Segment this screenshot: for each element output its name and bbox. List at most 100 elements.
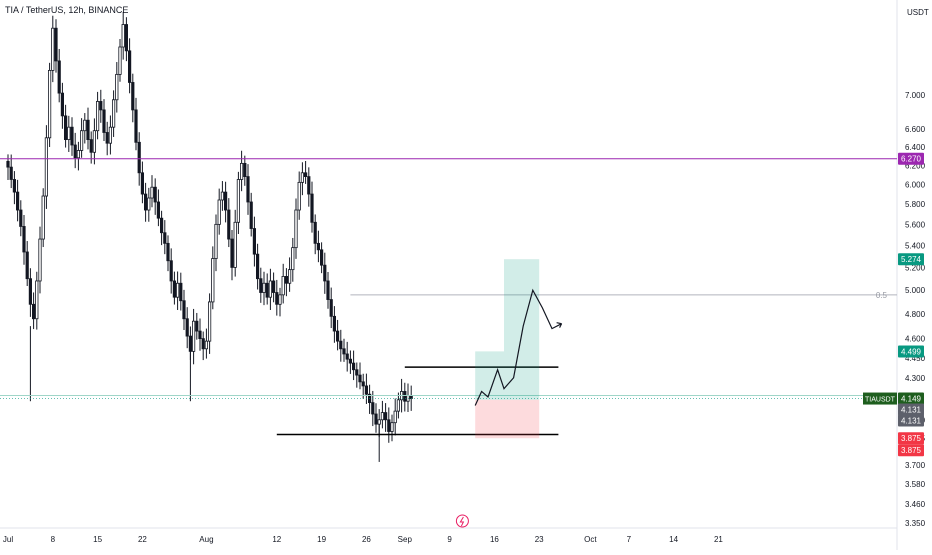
candle-up: [96, 101, 100, 132]
target-zone-2: [504, 259, 540, 400]
candle-down: [355, 369, 359, 376]
target-price-badge: [898, 253, 924, 266]
candle-up: [41, 195, 45, 240]
candle-up: [112, 99, 116, 128]
price-tick-label: 4.300: [905, 374, 926, 383]
candle-down: [156, 201, 160, 219]
candle-down: [172, 280, 176, 298]
candle-down: [319, 249, 324, 266]
candle-up: [191, 320, 196, 352]
stop-price-2-label: 3.875: [901, 446, 922, 455]
time-axis[interactable]: Jul 8 15 22 Aug 12 19 26 Sep 9 16 23 Oct 7 14 21: [3, 535, 724, 544]
candle-down: [143, 193, 148, 211]
stop-zone-1: [475, 399, 504, 439]
candle-up: [80, 130, 84, 151]
price-tick-label: 5.200: [905, 263, 926, 272]
candle-down: [153, 186, 157, 203]
candle-down: [303, 172, 308, 178]
candle-down: [223, 191, 228, 211]
candle-down: [86, 119, 90, 140]
candle-up: [175, 282, 180, 298]
fib-price-label: 4.499: [901, 348, 922, 357]
price-axis[interactable]: 7.000 6.600 6.400 6.200 6.000 5.800 5.600 5.400…: [898, 8, 929, 528]
candle-up: [287, 269, 292, 284]
lightning-icon: [459, 516, 465, 527]
fib-label: 0.5: [876, 291, 888, 300]
candle-down: [54, 27, 58, 62]
candle-down: [307, 176, 311, 195]
price-tick-label: 3.580: [905, 480, 926, 489]
candle-down: [99, 101, 103, 111]
candle-up: [233, 221, 237, 268]
candle-down: [227, 209, 231, 240]
ticker-label: TIAUSDT: [865, 397, 896, 404]
candle-up: [51, 27, 55, 71]
time-tick-label: 15: [93, 535, 102, 544]
entry-price-badge: [898, 414, 924, 427]
candle-down: [255, 253, 260, 280]
candle-down: [371, 402, 375, 415]
candle-down: [15, 191, 20, 211]
candle-down: [70, 126, 74, 146]
candle-up: [268, 280, 273, 298]
candle-down: [137, 141, 141, 174]
candle-down: [310, 193, 314, 223]
candle-down: [127, 50, 132, 83]
candle-up: [211, 258, 215, 303]
candle-down: [403, 391, 407, 402]
candle-down: [383, 412, 388, 421]
time-tick-label: 7: [627, 535, 632, 544]
candle-down: [102, 109, 106, 133]
time-tick-label: 21: [714, 535, 723, 544]
candle-up: [44, 137, 49, 197]
candle-up: [297, 181, 301, 211]
candle-up: [377, 419, 381, 425]
candle-up: [150, 186, 154, 199]
price-tick-label: 6.200: [905, 161, 926, 170]
candle-down: [313, 221, 317, 244]
candle-up: [236, 179, 240, 223]
last-price-badge: [898, 392, 924, 405]
candle-down: [348, 358, 353, 364]
candle-down: [163, 232, 167, 244]
price-tick-label: 5.600: [905, 220, 926, 229]
candle-down: [6, 160, 10, 168]
candle-down: [329, 299, 333, 317]
candle-down: [124, 24, 128, 52]
candle-up: [281, 276, 285, 296]
candle-down: [105, 132, 109, 144]
candle-down: [339, 340, 343, 350]
candle-up: [217, 199, 221, 225]
candle-down: [22, 226, 26, 253]
candle-up: [83, 119, 87, 132]
candle-up: [390, 422, 394, 432]
candle-up: [121, 24, 125, 48]
candle-up: [115, 73, 119, 101]
candle-up: [204, 340, 208, 350]
candle-down: [259, 278, 263, 293]
candle-up: [207, 301, 212, 342]
currency-label: USDT: [907, 8, 929, 17]
overlays: 0.5 TIAUSDT: [0, 158, 897, 528]
candle-up: [118, 46, 122, 75]
low-price-label: 4.131: [901, 406, 922, 415]
time-tick-label: Jul: [3, 535, 13, 544]
candle-down: [25, 251, 29, 280]
price-tick-label: 5.800: [905, 200, 926, 209]
candle-down: [32, 303, 36, 320]
entry-price-label: 4.131: [901, 417, 922, 426]
price-tick-label: 5.000: [905, 286, 926, 295]
candle-down: [342, 348, 346, 355]
candles: [6, 11, 413, 462]
price-tick-label: 6.600: [905, 125, 926, 134]
candle-down: [159, 217, 164, 234]
candle-down: [275, 292, 279, 305]
candle-up: [147, 197, 151, 211]
candle-down: [12, 179, 16, 193]
candle-down: [19, 209, 23, 227]
candle-down: [409, 395, 413, 399]
candle-down: [64, 115, 68, 140]
candle-up: [294, 209, 298, 249]
